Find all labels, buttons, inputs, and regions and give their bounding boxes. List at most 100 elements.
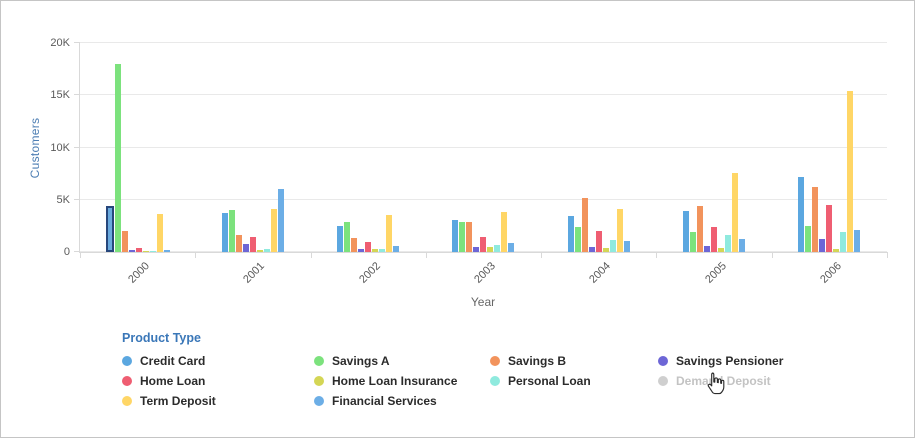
bar-financial-services-2004[interactable]	[623, 241, 630, 252]
bar-group-2002	[311, 43, 426, 252]
legend-item-credit-card[interactable]: Credit Card	[122, 351, 314, 371]
legend-marker-icon	[122, 396, 132, 406]
bar-savings-a-2002[interactable]	[344, 222, 351, 252]
bar-savings-b-2000[interactable]	[121, 231, 128, 252]
bar-financial-services-2003[interactable]	[508, 242, 515, 252]
bar-savings-pensioner-2002[interactable]	[358, 248, 365, 252]
bar-personal-loan-2003[interactable]	[494, 244, 501, 252]
bar-term-deposit-2004[interactable]	[616, 208, 623, 252]
bar-savings-a-2001[interactable]	[228, 210, 235, 252]
gridline	[80, 198, 887, 200]
x-tick-label: 2000	[126, 260, 153, 286]
bar-credit-card-2006[interactable]	[798, 177, 805, 252]
bar-home-loan-insurance-2006[interactable]	[833, 249, 840, 252]
bar-savings-pensioner-2000[interactable]	[128, 250, 135, 252]
bar-savings-b-2002[interactable]	[351, 237, 358, 252]
bar-home-loan-2000[interactable]	[135, 247, 142, 252]
gridline	[80, 94, 887, 96]
legend-item-term-deposit[interactable]: Term Deposit	[122, 391, 314, 411]
y-tick-mark	[74, 42, 80, 43]
bar-savings-b-2004[interactable]	[581, 198, 588, 252]
bar-home-loan-2001[interactable]	[249, 236, 256, 252]
bar-credit-card-2001[interactable]	[221, 213, 228, 252]
bar-savings-a-2006[interactable]	[805, 225, 812, 252]
legend-label: Home Loan	[140, 374, 206, 388]
bar-savings-a-2003[interactable]	[459, 222, 466, 252]
bar-group-2006	[772, 43, 887, 252]
legend-marker-icon	[314, 376, 324, 386]
y-tick-mark	[74, 198, 80, 200]
bar-home-loan-insurance-2000[interactable]	[142, 250, 149, 252]
legend-marker-icon	[314, 396, 324, 406]
bar-savings-a-2000[interactable]	[114, 63, 121, 252]
bar-term-deposit-2006[interactable]	[847, 90, 854, 252]
bar-home-loan-2002[interactable]	[365, 242, 372, 252]
legend-item-demand-deposit[interactable]: Demand Deposit	[658, 371, 878, 391]
x-tick-mark	[80, 252, 81, 258]
bar-group-2000	[80, 43, 195, 252]
bar-home-loan-2005[interactable]	[711, 226, 718, 252]
bar-personal-loan-2001[interactable]	[263, 249, 270, 252]
bar-credit-card-2002[interactable]	[337, 225, 344, 252]
bar-savings-b-2005[interactable]	[697, 206, 704, 252]
bar-savings-pensioner-2005[interactable]	[704, 246, 711, 252]
bar-savings-b-2006[interactable]	[812, 187, 819, 252]
bar-personal-loan-2002[interactable]	[379, 248, 386, 252]
bar-savings-b-2001[interactable]	[235, 234, 242, 252]
legend-label: Savings B	[508, 354, 567, 368]
y-tick-label: 0	[63, 246, 70, 258]
bar-savings-pensioner-2003[interactable]	[473, 246, 480, 252]
x-tick-label: 2006	[818, 260, 844, 286]
bar-credit-card-2003[interactable]	[452, 220, 459, 252]
bar-personal-loan-2000[interactable]	[149, 250, 156, 252]
bar-savings-pensioner-2001[interactable]	[242, 243, 249, 252]
x-tick-mark	[310, 252, 312, 258]
legend-item-financial-services[interactable]: Financial Services	[314, 391, 490, 411]
legend-item-savings-pensioner[interactable]: Savings Pensioner	[658, 351, 878, 371]
bar-home-loan-2006[interactable]	[826, 204, 833, 252]
bar-personal-loan-2006[interactable]	[840, 231, 847, 252]
legend-item-home-loan[interactable]: Home Loan	[122, 371, 314, 391]
bar-savings-pensioner-2006[interactable]	[819, 238, 826, 252]
y-tick-label: 20K	[50, 37, 70, 49]
bar-home-loan-insurance-2003[interactable]	[487, 247, 494, 252]
bar-financial-services-2000[interactable]	[163, 250, 170, 252]
y-tick-label: 10K	[50, 141, 70, 154]
legend-marker-icon	[122, 356, 132, 366]
legend-label: Personal Loan	[508, 374, 591, 388]
x-tick-label: 2001	[241, 260, 268, 286]
bar-term-deposit-2001[interactable]	[270, 209, 277, 252]
bar-savings-a-2005[interactable]	[690, 232, 697, 252]
bar-home-loan-insurance-2005[interactable]	[718, 248, 725, 252]
legend-label: Term Deposit	[140, 394, 216, 408]
legend-item-personal-loan[interactable]: Personal Loan	[490, 371, 658, 391]
legend-item-savings-b[interactable]: Savings B	[490, 351, 658, 371]
x-axis-title: Year	[470, 295, 496, 309]
bars-row	[80, 43, 887, 252]
bar-savings-b-2003[interactable]	[466, 222, 473, 252]
legend-item-savings-a[interactable]: Savings A	[314, 351, 490, 371]
bar-credit-card-2000[interactable]	[105, 206, 114, 252]
legend-item-home-loan-insurance[interactable]: Home Loan Insurance	[314, 371, 490, 391]
bar-home-loan-2004[interactable]	[595, 230, 602, 252]
bar-home-loan-2003[interactable]	[480, 236, 487, 252]
x-tick-label: 2004	[587, 260, 614, 286]
bar-personal-loan-2005[interactable]	[725, 234, 732, 252]
bar-financial-services-2001[interactable]	[277, 188, 284, 252]
bar-personal-loan-2004[interactable]	[609, 239, 616, 252]
bar-term-deposit-2003[interactable]	[501, 212, 508, 252]
bar-credit-card-2005[interactable]	[683, 211, 690, 252]
bar-term-deposit-2005[interactable]	[732, 173, 739, 252]
bar-financial-services-2006[interactable]	[854, 229, 861, 252]
bar-savings-pensioner-2004[interactable]	[588, 246, 595, 252]
bar-home-loan-insurance-2004[interactable]	[602, 247, 609, 252]
bar-credit-card-2004[interactable]	[567, 215, 574, 252]
bar-home-loan-insurance-2001[interactable]	[256, 249, 263, 252]
bar-term-deposit-2000[interactable]	[156, 214, 163, 252]
bar-term-deposit-2002[interactable]	[386, 215, 393, 252]
bar-home-loan-insurance-2002[interactable]	[372, 249, 379, 252]
x-tick-label: 2005	[702, 260, 729, 286]
bar-savings-a-2004[interactable]	[574, 226, 581, 252]
bar-financial-services-2002[interactable]	[393, 245, 400, 252]
bar-financial-services-2005[interactable]	[739, 238, 746, 252]
